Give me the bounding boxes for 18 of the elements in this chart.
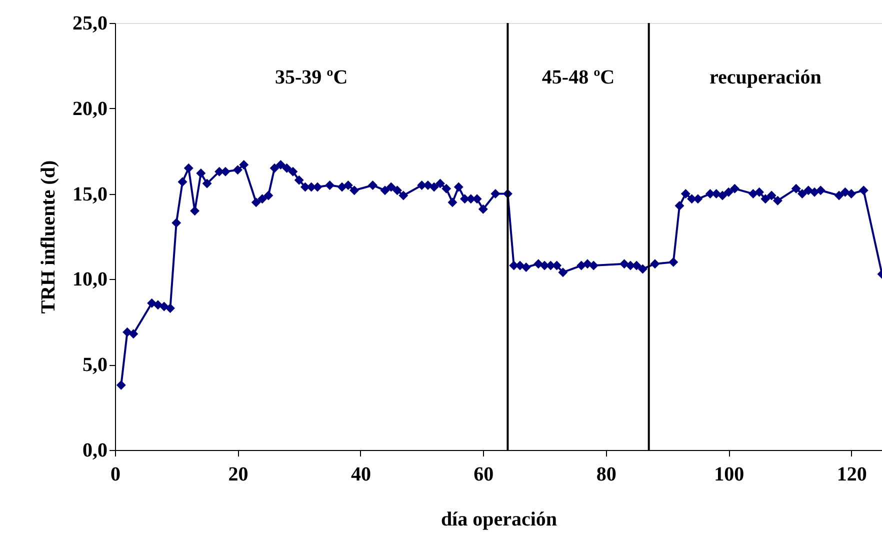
y-tick-label: 10,0 — [72, 268, 108, 291]
x-tick-label: 40 — [350, 464, 371, 486]
y-tick-label: 5,0 — [82, 354, 108, 376]
x-tick-label: 80 — [596, 464, 616, 486]
annotation: recuperación — [710, 66, 822, 89]
y-tick-label: 0,0 — [82, 440, 108, 462]
x-axis-title: día operación — [440, 508, 558, 530]
x-tick-label: 120 — [836, 464, 867, 486]
x-tick-label: 60 — [474, 464, 494, 486]
y-tick-label: 25,0 — [72, 12, 108, 34]
x-tick-label: 100 — [714, 464, 744, 486]
annotation: 35-39 ºC — [274, 66, 348, 89]
annotation: 45-48 ºC — [542, 66, 615, 89]
x-tick-label: 0 — [110, 464, 120, 486]
y-tick-label: 20,0 — [72, 98, 108, 120]
x-tick-label: 20 — [228, 464, 248, 486]
y-axis-title: TRH influente (d) — [38, 160, 60, 314]
y-tick-label: 15,0 — [72, 183, 108, 206]
